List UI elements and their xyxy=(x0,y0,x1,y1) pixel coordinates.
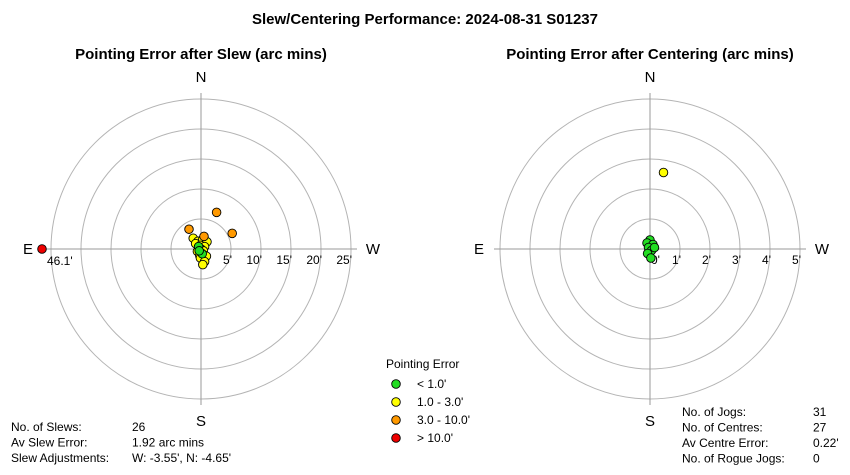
legend-item-label: < 1.0' xyxy=(417,377,446,391)
slew-east-label: E xyxy=(23,241,33,258)
centre-point xyxy=(649,242,660,253)
figure-title: Slew/Centering Performance: 2024-08-31 S… xyxy=(252,11,598,28)
slew-outlier-point xyxy=(37,244,47,254)
slew-stat-label: No. of Slews: xyxy=(11,420,82,434)
slew-plot-title: Pointing Error after Slew (arc mins) xyxy=(75,46,327,63)
slew-tick-label: 20' xyxy=(306,253,322,267)
centre-stat-label: No. of Rogue Jogs: xyxy=(682,452,785,466)
slew-point xyxy=(184,224,194,234)
centre-stat-value: 27 xyxy=(813,421,827,435)
centre-tick-label: 4' xyxy=(762,253,771,267)
centre-stat-value: 0 xyxy=(813,452,820,466)
centre-point xyxy=(646,253,656,263)
slew-stat-value: 26 xyxy=(132,420,146,434)
centre-east-label: E xyxy=(474,241,484,258)
slew-point xyxy=(227,228,237,239)
centre-tick-label: 2' xyxy=(702,253,711,267)
slew-stat-value: 1.92 arc mins xyxy=(132,436,204,450)
centre-error-plot: Pointing Error after Centering (arc mins… xyxy=(474,46,830,430)
slew-stat-label: Slew Adjustments: xyxy=(11,451,109,465)
slew-point xyxy=(211,207,222,218)
legend-swatch xyxy=(391,379,401,389)
slew-point xyxy=(194,246,204,256)
slew-point xyxy=(198,259,208,270)
slew-tick-label: 25' xyxy=(336,253,352,267)
centre-stat-label: Av Centre Error: xyxy=(682,436,768,450)
legend-item-label: 1.0 - 3.0' xyxy=(417,395,463,409)
centre-tick-label: 3' xyxy=(732,253,741,267)
slew-point xyxy=(199,231,209,242)
slew-stat-label: Av Slew Error: xyxy=(11,436,87,450)
slew-west-label: W xyxy=(366,241,381,258)
slew-stat-value: W: -3.55', N: -4.65' xyxy=(132,451,231,465)
centre-north-label: N xyxy=(645,69,656,86)
slew-error-plot: Pointing Error after Slew (arc mins) N S… xyxy=(23,46,381,430)
legend-swatch xyxy=(391,433,401,443)
legend-swatch xyxy=(391,397,401,407)
legend-item-label: > 10.0' xyxy=(417,431,453,445)
legend-item-label: 3.0 - 10.0' xyxy=(417,413,470,427)
centre-south-label: S xyxy=(645,413,655,430)
centre-stats: No. of Jogs: 31 No. of Centres: 27 Av Centre… xyxy=(682,405,839,466)
centre-point xyxy=(658,167,669,178)
centre-stat-value: 0.22' xyxy=(813,436,839,450)
centre-tick-label: 5' xyxy=(792,253,801,267)
centre-stat-label: No. of Centres: xyxy=(682,421,763,435)
slew-south-label: S xyxy=(196,413,206,430)
slew-tick-label: 10' xyxy=(246,253,262,267)
centre-stat-value: 31 xyxy=(813,405,827,419)
slew-tick-label: 15' xyxy=(276,253,292,267)
centre-tick-label: 1' xyxy=(672,253,681,267)
slew-outlier-label: 46.1' xyxy=(47,254,73,268)
slew-tick-label: 5' xyxy=(223,253,232,267)
centre-stat-label: No. of Jogs: xyxy=(682,405,746,419)
slew-stats: No. of Slews: 26 Av Slew Error: 1.92 arc mi… xyxy=(11,420,231,465)
slew-north-label: N xyxy=(196,69,207,86)
legend-title: Pointing Error xyxy=(386,357,459,371)
centre-tick-label: 0' xyxy=(651,253,660,267)
centre-west-label: W xyxy=(815,241,830,258)
pointing-error-legend: Pointing Error < 1.0' 1.0 - 3.0' 3.0 - 10.… xyxy=(386,357,470,445)
centre-plot-title: Pointing Error after Centering (arc mins… xyxy=(506,46,794,63)
legend-swatch xyxy=(391,415,401,425)
